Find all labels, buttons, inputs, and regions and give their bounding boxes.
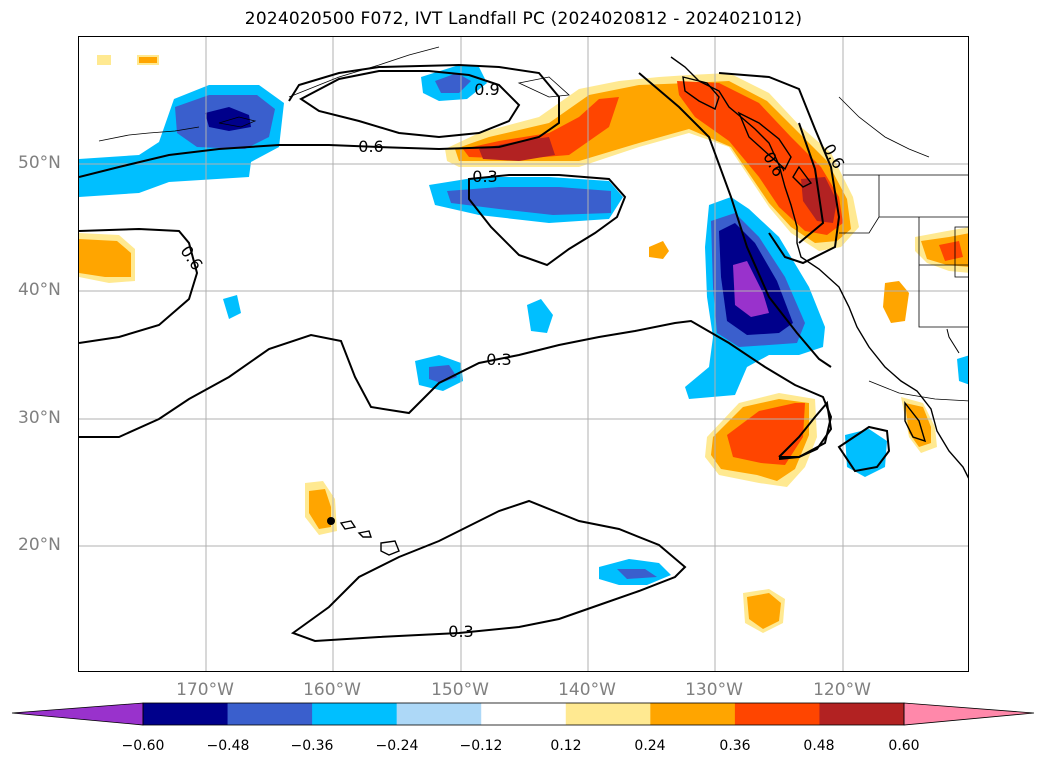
- colorbar-segment: [143, 703, 229, 725]
- contour-label: 0.6: [358, 137, 383, 156]
- lon-tick-label: 160°W: [303, 680, 361, 700]
- colorbar-tick-label: −0.60: [121, 738, 165, 754]
- map-canvas: 0.9 0.6 0.3 0.6 0.3 0.3 0.6 0.6: [79, 37, 968, 671]
- contour-label: 0.3: [448, 622, 473, 641]
- colorbar-segment: [565, 703, 651, 725]
- gridlines: [79, 37, 968, 671]
- lon-tick-label: 170°W: [176, 680, 234, 700]
- lon-tick-label: 140°W: [558, 680, 616, 700]
- colorbar: [11, 702, 1035, 726]
- lat-tick-label: 40°N: [18, 280, 61, 300]
- contour-label: 0.3: [486, 350, 511, 369]
- colorbar-tick-label: 0.60: [888, 738, 920, 754]
- colorbar-segment: [650, 703, 736, 725]
- colorbar-segment: [819, 703, 905, 725]
- colorbar-tick-label: 0.48: [803, 738, 835, 754]
- lon-tick-label: 120°W: [813, 680, 871, 700]
- colorbar-segment: [312, 703, 398, 725]
- colorbar-tick-label: −0.24: [375, 738, 419, 754]
- coastlines: [98, 46, 968, 556]
- lat-tick-label: 20°N: [18, 535, 61, 555]
- colorbar-segment: [734, 703, 820, 725]
- map-panel: 0.9 0.6 0.3 0.6 0.3 0.3 0.6 0.6: [78, 36, 969, 672]
- colorbar-segment: [396, 703, 482, 725]
- contour-label: 0.9: [474, 80, 499, 99]
- map-title: 2024020500 F072, IVT Landfall PC (202402…: [244, 9, 803, 29]
- lon-tick-label: 130°W: [685, 680, 743, 700]
- contour-label: 0.3: [472, 167, 497, 186]
- colorbar-tick-label: −0.36: [290, 738, 334, 754]
- contour-label: 0.6: [176, 242, 206, 274]
- colorbar-segment: [481, 703, 567, 725]
- colorbar-tick-label: −0.12: [459, 738, 503, 754]
- lat-tick-label: 50°N: [18, 153, 61, 173]
- colorbar-segment: [12, 703, 143, 725]
- colorbar-tick-label: −0.48: [206, 738, 250, 754]
- colorbar-tick-label: 0.24: [634, 738, 666, 754]
- lat-tick-label: 30°N: [18, 408, 61, 428]
- lon-tick-label: 150°W: [431, 680, 489, 700]
- colorbar-tick-label: 0.36: [719, 738, 751, 754]
- borders: [838, 96, 968, 402]
- colorbar-segment: [227, 703, 313, 725]
- colorbar-tick-label: 0.12: [550, 738, 582, 754]
- colorbar-segment: [904, 703, 1034, 725]
- pc-contours: [79, 63, 891, 643]
